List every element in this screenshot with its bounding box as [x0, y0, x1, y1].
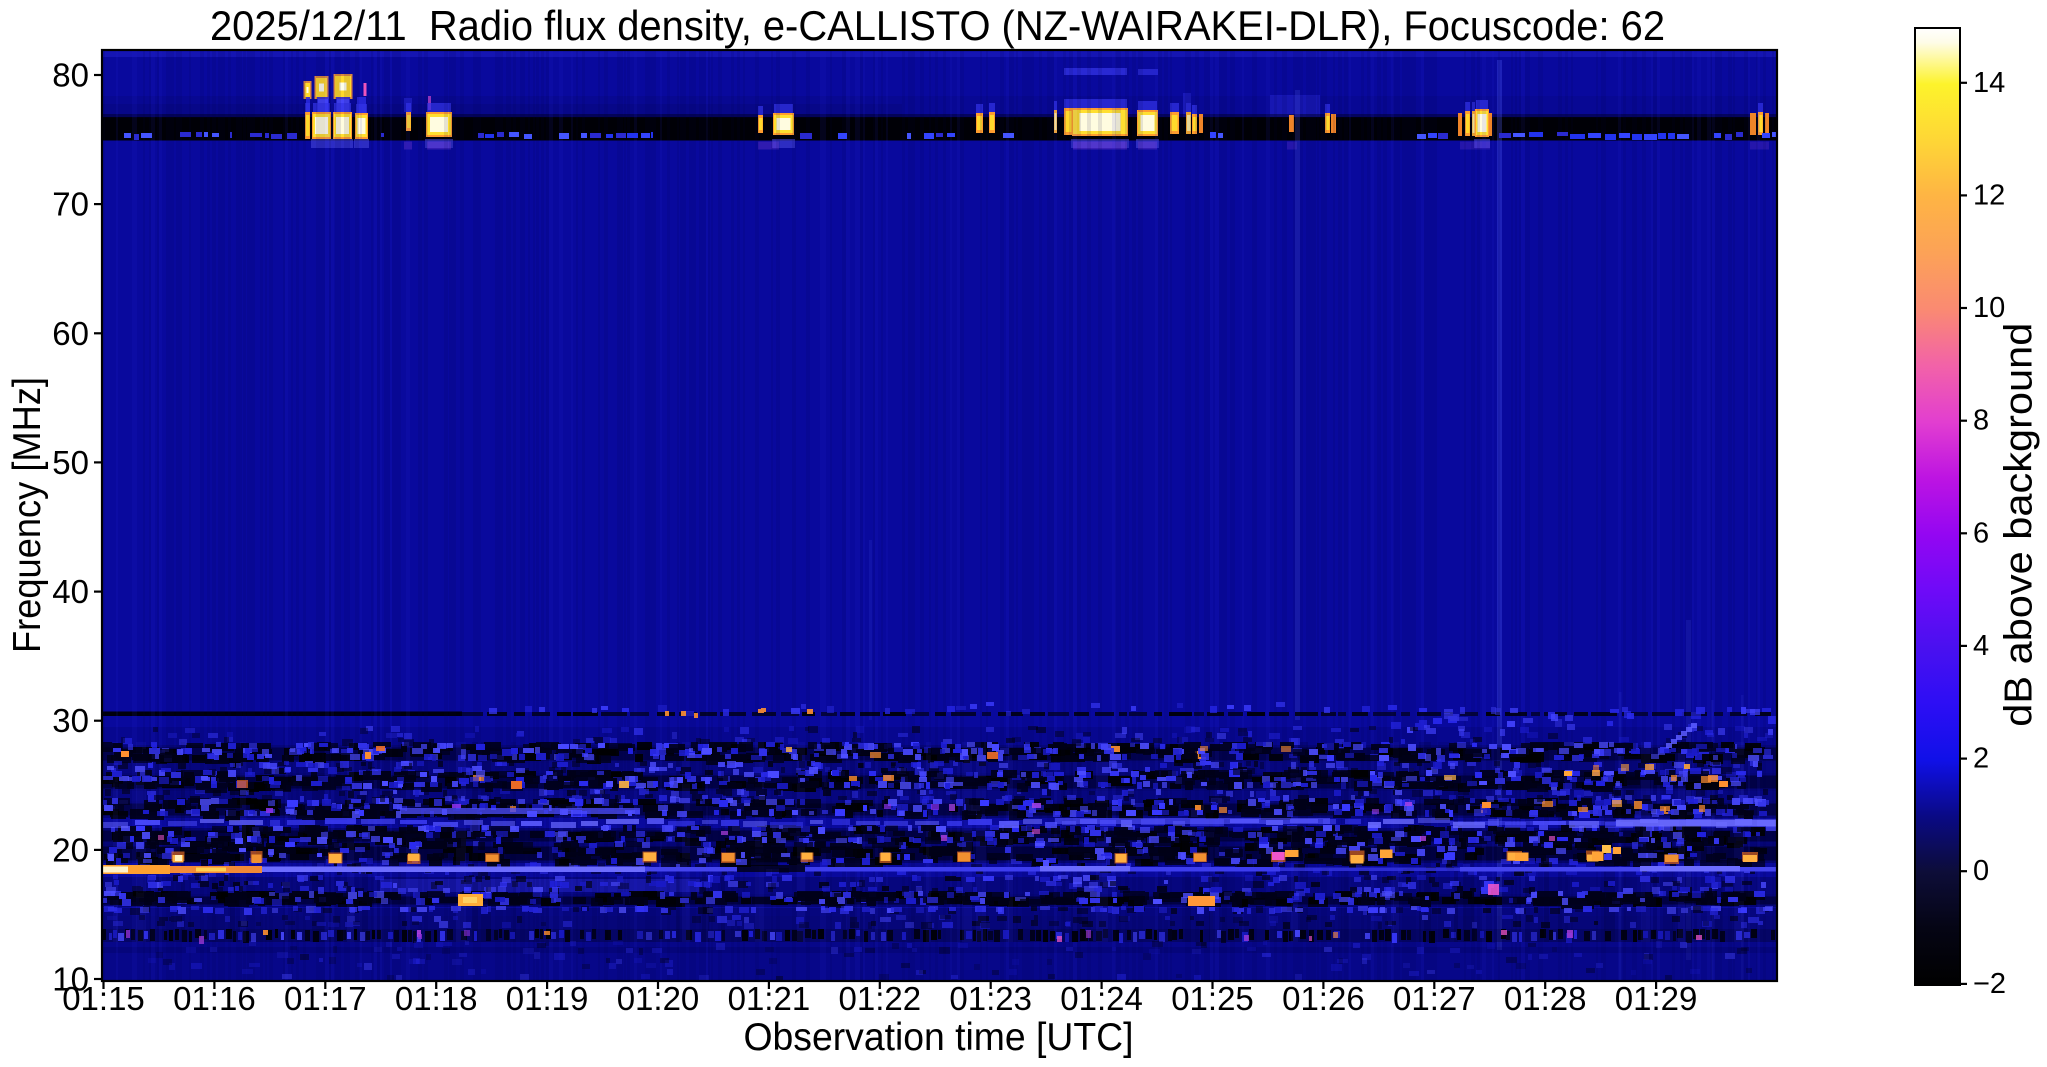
- svg-text:01:29: 01:29: [1615, 980, 1698, 1017]
- svg-text:8: 8: [1973, 405, 1989, 437]
- svg-text:01:19: 01:19: [506, 980, 589, 1017]
- svg-text:Observation time [UTC]: Observation time [UTC]: [744, 1016, 1134, 1059]
- svg-text:01:22: 01:22: [839, 980, 922, 1017]
- svg-text:Frequency [MHz]: Frequency [MHz]: [6, 377, 49, 653]
- svg-text:01:24: 01:24: [1060, 980, 1143, 1017]
- svg-text:60: 60: [52, 315, 89, 352]
- svg-text:2: 2: [1973, 743, 1989, 775]
- svg-text:12: 12: [1973, 179, 2005, 211]
- svg-text:10: 10: [1973, 292, 2005, 324]
- svg-text:50: 50: [52, 444, 89, 481]
- svg-text:01:26: 01:26: [1282, 980, 1365, 1017]
- svg-text:40: 40: [52, 573, 89, 610]
- svg-text:0: 0: [1973, 855, 1989, 887]
- svg-text:70: 70: [52, 186, 89, 223]
- svg-text:4: 4: [1973, 630, 1989, 662]
- svg-text:dB above background: dB above background: [1998, 323, 2041, 727]
- svg-text:01:21: 01:21: [728, 980, 811, 1017]
- svg-text:30: 30: [52, 702, 89, 739]
- svg-text:2025/12/11 Radio flux density: 2025/12/11 Radio flux density, e-CALLIST…: [210, 2, 1665, 49]
- svg-text:01:17: 01:17: [284, 980, 367, 1017]
- svg-text:−2: −2: [1973, 968, 2006, 1000]
- svg-text:10: 10: [52, 961, 89, 998]
- svg-text:80: 80: [52, 57, 89, 94]
- svg-text:01:18: 01:18: [395, 980, 478, 1017]
- svg-text:01:20: 01:20: [617, 980, 700, 1017]
- svg-text:20: 20: [52, 831, 89, 868]
- svg-text:01:27: 01:27: [1393, 980, 1476, 1017]
- svg-text:14: 14: [1973, 67, 2005, 99]
- svg-text:01:25: 01:25: [1171, 980, 1254, 1017]
- svg-text:01:15: 01:15: [62, 980, 145, 1017]
- svg-text:01:23: 01:23: [949, 980, 1032, 1017]
- svg-text:01:16: 01:16: [173, 980, 256, 1017]
- svg-text:6: 6: [1973, 517, 1989, 549]
- svg-text:01:28: 01:28: [1504, 980, 1587, 1017]
